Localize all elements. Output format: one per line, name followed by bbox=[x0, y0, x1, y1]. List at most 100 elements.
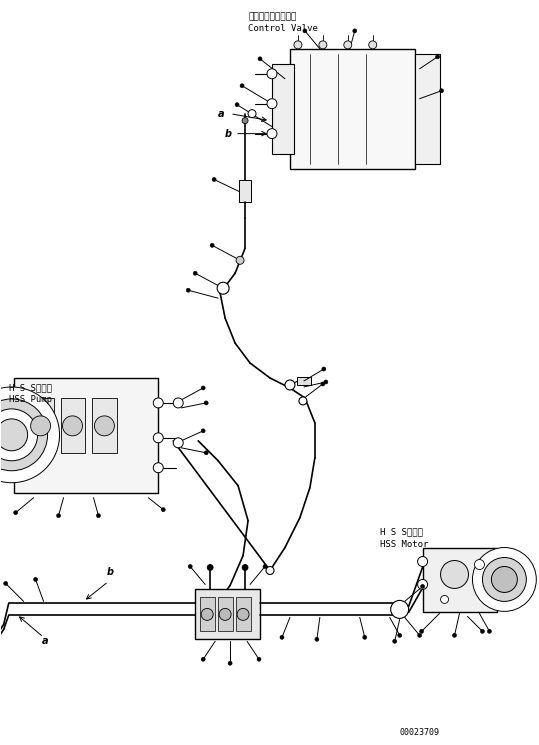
Circle shape bbox=[0, 399, 47, 471]
Circle shape bbox=[436, 55, 440, 59]
Bar bbox=[423, 548, 497, 612]
Circle shape bbox=[453, 633, 457, 637]
Circle shape bbox=[210, 244, 214, 247]
Bar bbox=[297, 377, 311, 385]
Circle shape bbox=[96, 513, 100, 518]
Circle shape bbox=[153, 433, 163, 443]
Circle shape bbox=[369, 41, 377, 49]
Circle shape bbox=[319, 41, 327, 49]
Circle shape bbox=[201, 657, 205, 662]
Circle shape bbox=[418, 557, 427, 566]
Circle shape bbox=[294, 41, 302, 49]
Circle shape bbox=[440, 595, 448, 603]
Circle shape bbox=[440, 560, 468, 589]
Circle shape bbox=[258, 57, 262, 61]
Circle shape bbox=[242, 565, 248, 571]
Text: 00023709: 00023709 bbox=[399, 728, 440, 737]
Circle shape bbox=[285, 380, 295, 390]
Text: b: b bbox=[106, 568, 113, 577]
Circle shape bbox=[201, 429, 205, 433]
Circle shape bbox=[420, 584, 425, 589]
Circle shape bbox=[31, 416, 51, 436]
Text: a: a bbox=[42, 636, 48, 647]
Circle shape bbox=[492, 566, 517, 592]
Circle shape bbox=[173, 438, 183, 448]
Circle shape bbox=[161, 507, 165, 512]
Circle shape bbox=[201, 609, 213, 621]
Circle shape bbox=[0, 419, 27, 451]
Circle shape bbox=[315, 637, 319, 641]
Circle shape bbox=[207, 565, 213, 571]
Bar bbox=[93, 398, 118, 453]
Text: Control Valve: Control Valve bbox=[248, 24, 318, 33]
Circle shape bbox=[94, 416, 114, 436]
Circle shape bbox=[393, 639, 397, 643]
Circle shape bbox=[263, 565, 267, 568]
Circle shape bbox=[186, 288, 190, 292]
Circle shape bbox=[242, 118, 248, 124]
Circle shape bbox=[474, 559, 485, 569]
Circle shape bbox=[391, 600, 409, 618]
Circle shape bbox=[236, 256, 244, 264]
Circle shape bbox=[280, 635, 284, 639]
Bar bbox=[218, 597, 233, 631]
Circle shape bbox=[487, 630, 492, 633]
Circle shape bbox=[363, 635, 367, 639]
Bar bbox=[195, 589, 260, 639]
Circle shape bbox=[0, 387, 59, 483]
Circle shape bbox=[204, 451, 208, 454]
Bar bbox=[60, 398, 86, 453]
Circle shape bbox=[267, 69, 277, 79]
Circle shape bbox=[33, 577, 38, 581]
Bar bbox=[29, 398, 53, 453]
Circle shape bbox=[267, 129, 277, 139]
Circle shape bbox=[418, 580, 427, 589]
Circle shape bbox=[267, 98, 277, 109]
Text: HSS Motor: HSS Motor bbox=[379, 539, 428, 548]
Text: HSS Pump: HSS Pump bbox=[9, 395, 52, 404]
Circle shape bbox=[173, 398, 183, 408]
Circle shape bbox=[324, 380, 328, 384]
Text: b: b bbox=[225, 129, 232, 139]
Circle shape bbox=[353, 29, 357, 33]
Circle shape bbox=[212, 177, 216, 182]
Circle shape bbox=[303, 29, 307, 33]
Circle shape bbox=[420, 630, 424, 633]
Circle shape bbox=[299, 397, 307, 405]
Circle shape bbox=[0, 409, 38, 460]
Circle shape bbox=[418, 633, 421, 637]
Bar bbox=[239, 180, 251, 203]
Circle shape bbox=[440, 89, 444, 92]
Circle shape bbox=[188, 565, 192, 568]
Circle shape bbox=[57, 513, 60, 518]
Circle shape bbox=[235, 103, 239, 107]
Circle shape bbox=[217, 282, 229, 294]
Circle shape bbox=[201, 386, 205, 390]
Bar bbox=[200, 597, 215, 631]
Circle shape bbox=[153, 463, 163, 473]
Circle shape bbox=[219, 609, 231, 621]
Circle shape bbox=[344, 41, 352, 49]
Bar bbox=[414, 54, 440, 164]
Text: コントロールバルブ: コントロールバルブ bbox=[248, 12, 296, 21]
Circle shape bbox=[237, 609, 249, 621]
Bar bbox=[290, 49, 414, 168]
Text: a: a bbox=[218, 109, 225, 118]
Bar bbox=[272, 64, 294, 153]
Circle shape bbox=[63, 416, 82, 436]
Circle shape bbox=[228, 662, 232, 665]
Text: H S Sポンプ: H S Sポンプ bbox=[9, 383, 52, 392]
Circle shape bbox=[4, 581, 8, 586]
Circle shape bbox=[153, 398, 163, 408]
Circle shape bbox=[480, 630, 485, 633]
Circle shape bbox=[248, 110, 256, 118]
Circle shape bbox=[13, 510, 18, 515]
Bar bbox=[13, 378, 158, 492]
Circle shape bbox=[482, 557, 527, 601]
Circle shape bbox=[204, 401, 208, 405]
Circle shape bbox=[398, 633, 402, 637]
Bar bbox=[236, 597, 251, 631]
Text: H S Sモータ: H S Sモータ bbox=[379, 527, 423, 536]
Circle shape bbox=[257, 657, 261, 662]
Circle shape bbox=[322, 367, 326, 371]
